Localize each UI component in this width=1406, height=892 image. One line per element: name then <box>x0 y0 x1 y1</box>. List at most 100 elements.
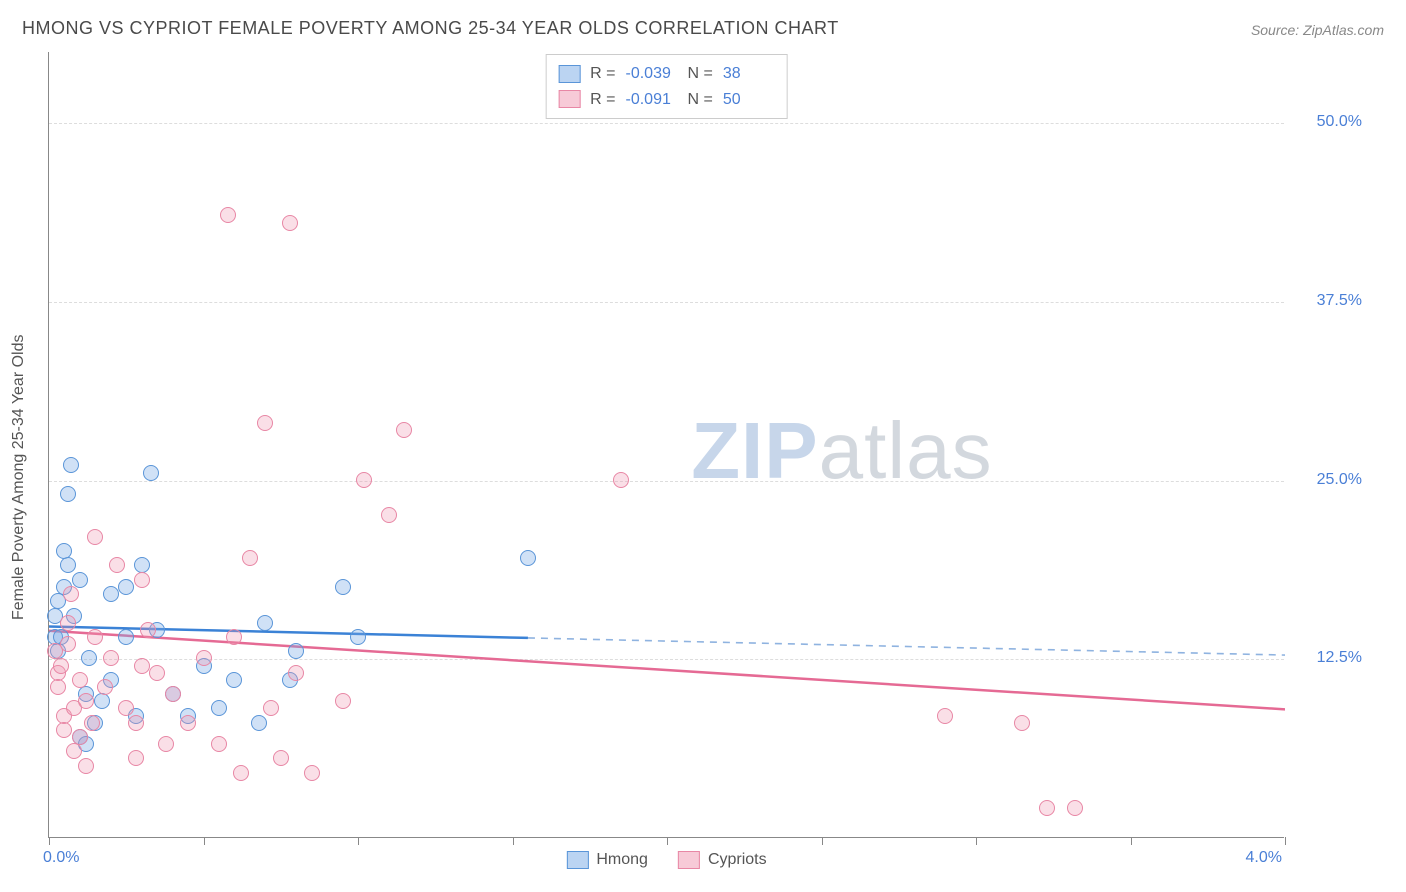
x-tick <box>1285 837 1286 845</box>
scatter-point <box>63 586 79 602</box>
scatter-point <box>50 679 66 695</box>
x-tick <box>49 837 50 845</box>
stats-r-cypriots: -0.091 <box>626 87 678 113</box>
stats-box: R = -0.039 N = 38 R = -0.091 N = 50 <box>545 54 788 119</box>
gridline-h <box>49 302 1284 303</box>
scatter-point <box>211 736 227 752</box>
x-tick-label-max: 4.0% <box>1246 849 1282 867</box>
x-tick <box>204 837 205 845</box>
scatter-point <box>109 557 125 573</box>
scatter-point <box>180 715 196 731</box>
scatter-point <box>78 693 94 709</box>
x-tick <box>358 837 359 845</box>
x-tick <box>1131 837 1132 845</box>
scatter-point <box>78 758 94 774</box>
scatter-point <box>72 729 88 745</box>
scatter-point <box>288 665 304 681</box>
scatter-point <box>118 700 134 716</box>
scatter-point <box>251 715 267 731</box>
scatter-point <box>118 579 134 595</box>
scatter-point <box>263 700 279 716</box>
scatter-point <box>356 472 372 488</box>
legend: Hmong Cypriots <box>566 851 766 869</box>
legend-swatch-pink-icon <box>678 851 700 869</box>
stats-n-hmong: 38 <box>723 61 775 87</box>
scatter-point <box>84 715 100 731</box>
scatter-point <box>72 672 88 688</box>
scatter-point <box>257 615 273 631</box>
watermark-atlas: atlas <box>819 406 993 495</box>
scatter-point <box>937 708 953 724</box>
legend-label-cypriots: Cypriots <box>708 851 767 869</box>
y-tick-label: 50.0% <box>1317 113 1362 131</box>
scatter-point <box>94 693 110 709</box>
scatter-point <box>143 465 159 481</box>
scatter-point <box>233 765 249 781</box>
scatter-point <box>87 629 103 645</box>
scatter-point <box>396 422 412 438</box>
stats-r-label-2: R = <box>590 87 615 113</box>
watermark-zip: ZIP <box>691 406 818 495</box>
scatter-point <box>196 650 212 666</box>
scatter-point <box>118 629 134 645</box>
scatter-point <box>613 472 629 488</box>
scatter-point <box>273 750 289 766</box>
stats-n-label: N = <box>688 61 713 87</box>
y-tick-label: 12.5% <box>1317 649 1362 667</box>
scatter-point <box>60 615 76 631</box>
scatter-point <box>1039 800 1055 816</box>
scatter-point <box>335 693 351 709</box>
scatter-point <box>60 636 76 652</box>
scatter-point <box>165 686 181 702</box>
scatter-point <box>72 572 88 588</box>
scatter-point <box>60 557 76 573</box>
scatter-point <box>140 622 156 638</box>
scatter-point <box>520 550 536 566</box>
scatter-point <box>350 629 366 645</box>
scatter-point <box>103 586 119 602</box>
scatter-point <box>335 579 351 595</box>
scatter-point <box>158 736 174 752</box>
stats-r-hmong: -0.039 <box>626 61 678 87</box>
x-tick <box>667 837 668 845</box>
scatter-point <box>381 507 397 523</box>
legend-item-cypriots: Cypriots <box>678 851 767 869</box>
y-tick-label: 25.0% <box>1317 471 1362 489</box>
gridline-h <box>49 123 1284 124</box>
scatter-point <box>53 658 69 674</box>
scatter-point <box>1067 800 1083 816</box>
scatter-point <box>257 415 273 431</box>
scatter-point <box>56 722 72 738</box>
chart-title: HMONG VS CYPRIOT FEMALE POVERTY AMONG 25… <box>22 18 839 39</box>
scatter-point <box>304 765 320 781</box>
x-tick <box>822 837 823 845</box>
y-tick-label: 37.5% <box>1317 292 1362 310</box>
scatter-point <box>220 207 236 223</box>
stats-r-label: R = <box>590 61 615 87</box>
legend-item-hmong: Hmong <box>566 851 648 869</box>
x-tick-label-min: 0.0% <box>43 849 79 867</box>
scatter-point <box>128 715 144 731</box>
scatter-point <box>66 743 82 759</box>
x-tick <box>513 837 514 845</box>
stats-row-hmong: R = -0.039 N = 38 <box>558 61 775 87</box>
x-tick <box>976 837 977 845</box>
scatter-point <box>288 643 304 659</box>
scatter-point <box>1014 715 1030 731</box>
stats-row-cypriots: R = -0.091 N = 50 <box>558 87 775 113</box>
scatter-point <box>226 672 242 688</box>
swatch-pink-icon <box>558 90 580 108</box>
scatter-point <box>134 658 150 674</box>
scatter-point <box>149 665 165 681</box>
legend-swatch-blue-icon <box>566 851 588 869</box>
gridline-h <box>49 481 1284 482</box>
scatter-point <box>211 700 227 716</box>
legend-label-hmong: Hmong <box>596 851 648 869</box>
scatter-point <box>87 529 103 545</box>
scatter-point <box>134 572 150 588</box>
watermark: ZIPatlas <box>691 405 992 497</box>
swatch-blue-icon <box>558 65 580 83</box>
stats-n-cypriots: 50 <box>723 87 775 113</box>
scatter-point <box>282 215 298 231</box>
scatter-point <box>226 629 242 645</box>
